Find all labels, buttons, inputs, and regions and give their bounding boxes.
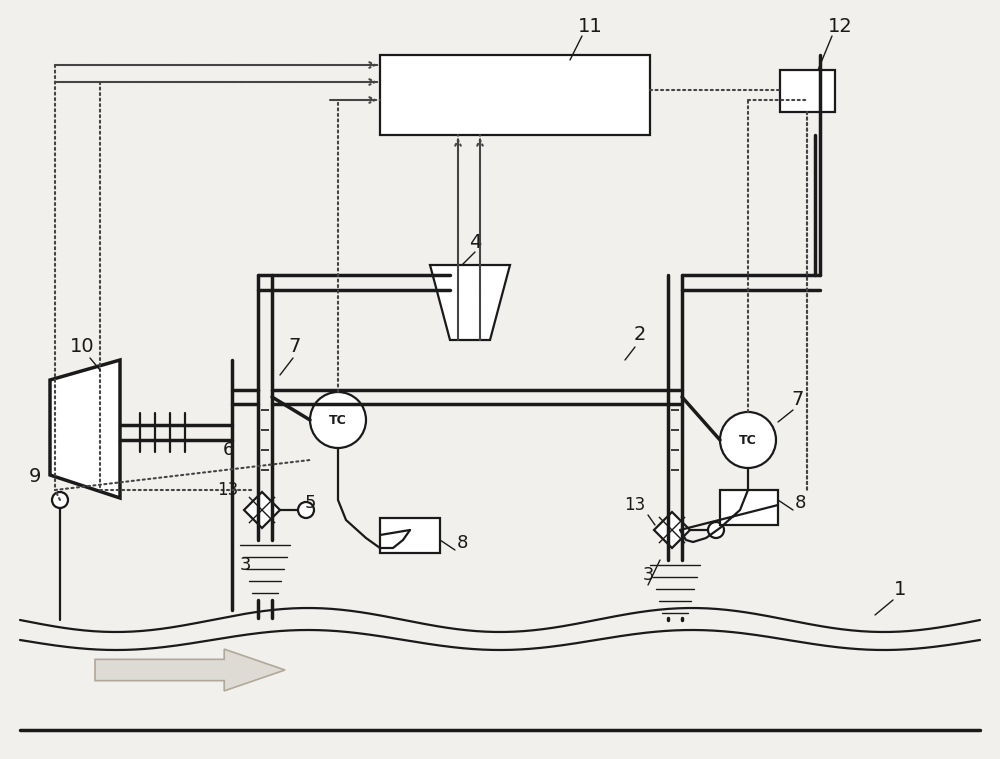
Text: 3: 3 [239,556,251,574]
Circle shape [310,392,366,448]
Circle shape [720,412,776,468]
Text: 9: 9 [29,467,41,486]
Polygon shape [50,360,120,498]
Circle shape [52,492,68,508]
Text: 6: 6 [222,441,234,459]
Text: 8: 8 [456,534,468,552]
Text: 5: 5 [304,494,316,512]
Text: 4: 4 [469,233,481,252]
Polygon shape [654,512,690,548]
Bar [380,55,650,135]
Text: 11: 11 [578,17,602,36]
Bar [380,518,440,553]
Circle shape [298,502,314,518]
Polygon shape [244,492,280,528]
Text: 2: 2 [634,325,646,344]
Text: TC: TC [329,414,347,427]
Bar [780,70,835,112]
Text: 7: 7 [289,337,301,356]
Text: 8: 8 [794,494,806,512]
Polygon shape [430,265,510,340]
Text: 13: 13 [624,496,646,514]
Text: 3: 3 [642,566,654,584]
Polygon shape [95,649,285,691]
Text: 7: 7 [792,390,804,409]
Text: 13: 13 [217,481,239,499]
Text: 10: 10 [70,337,94,356]
Text: 12: 12 [828,17,852,36]
Bar [720,490,778,525]
Text: 1: 1 [894,580,906,599]
Text: TC: TC [739,433,757,446]
Circle shape [708,522,724,538]
